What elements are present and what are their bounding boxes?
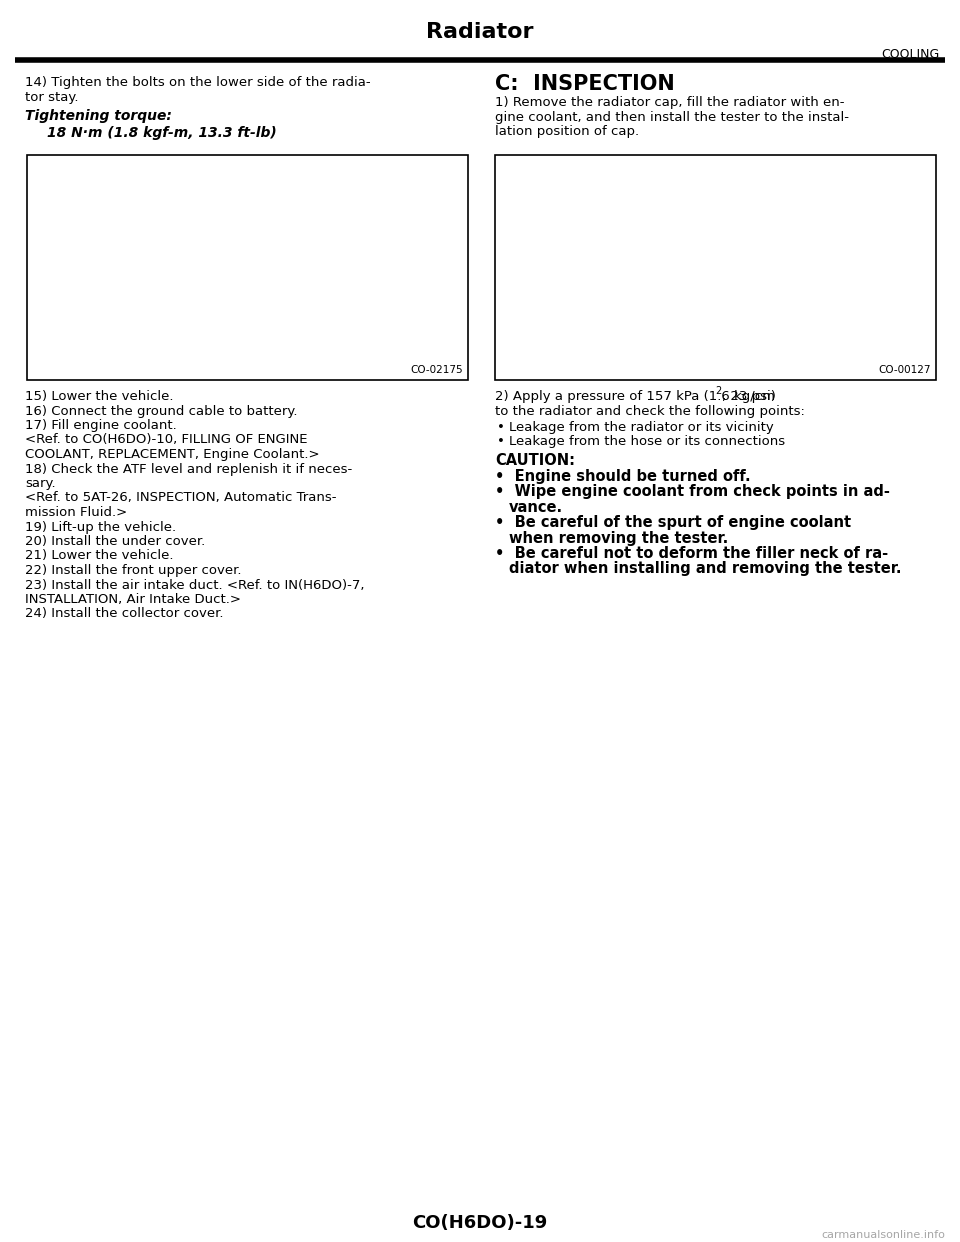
Text: tor stay.: tor stay. <box>25 91 79 103</box>
Text: 2) Apply a pressure of 157 kPa (1.6 kg/cm: 2) Apply a pressure of 157 kPa (1.6 kg/c… <box>495 390 775 402</box>
Text: Radiator: Radiator <box>426 22 534 42</box>
Text: carmanualsonline.info: carmanualsonline.info <box>821 1230 945 1240</box>
Text: •  Be careful of the spurt of engine coolant: • Be careful of the spurt of engine cool… <box>495 515 852 530</box>
Text: 19) Lift-up the vehicle.: 19) Lift-up the vehicle. <box>25 520 176 534</box>
Text: vance.: vance. <box>509 499 564 514</box>
Text: gine coolant, and then install the tester to the instal-: gine coolant, and then install the teste… <box>495 111 849 123</box>
Text: Leakage from the hose or its connections: Leakage from the hose or its connections <box>509 436 785 448</box>
Text: 23) Install the air intake duct. <Ref. to IN(H6DO)-7,: 23) Install the air intake duct. <Ref. t… <box>25 579 365 591</box>
Text: •: • <box>497 436 505 448</box>
Text: 20) Install the under cover.: 20) Install the under cover. <box>25 535 205 548</box>
Text: CAUTION:: CAUTION: <box>495 453 575 468</box>
Text: •  Engine should be turned off.: • Engine should be turned off. <box>495 468 751 483</box>
Text: <Ref. to 5AT-26, INSPECTION, Automatic Trans-: <Ref. to 5AT-26, INSPECTION, Automatic T… <box>25 492 337 504</box>
Text: 18) Check the ATF level and replenish it if neces-: 18) Check the ATF level and replenish it… <box>25 462 352 476</box>
Text: COOLANT, REPLACEMENT, Engine Coolant.>: COOLANT, REPLACEMENT, Engine Coolant.> <box>25 448 320 461</box>
Text: sary.: sary. <box>25 477 56 491</box>
Text: diator when installing and removing the tester.: diator when installing and removing the … <box>509 561 901 576</box>
Text: 22) Install the front upper cover.: 22) Install the front upper cover. <box>25 564 242 578</box>
Text: COOLING: COOLING <box>881 48 940 61</box>
Text: Leakage from the radiator or its vicinity: Leakage from the radiator or its vicinit… <box>509 421 774 433</box>
Text: Tightening torque:: Tightening torque: <box>25 109 172 123</box>
Text: 14) Tighten the bolts on the lower side of the radia-: 14) Tighten the bolts on the lower side … <box>25 76 371 89</box>
Text: •  Wipe engine coolant from check points in ad-: • Wipe engine coolant from check points … <box>495 484 890 499</box>
Text: •  Be careful not to deform the filler neck of ra-: • Be careful not to deform the filler ne… <box>495 546 888 561</box>
Text: INSTALLATION, Air Intake Duct.>: INSTALLATION, Air Intake Duct.> <box>25 592 241 606</box>
Text: mission Fluid.>: mission Fluid.> <box>25 505 128 519</box>
Text: 2: 2 <box>715 386 722 396</box>
Text: 24) Install the collector cover.: 24) Install the collector cover. <box>25 607 224 621</box>
Text: 17) Fill engine coolant.: 17) Fill engine coolant. <box>25 419 177 432</box>
Text: to the radiator and check the following points:: to the radiator and check the following … <box>495 405 804 417</box>
Bar <box>27 155 468 380</box>
Text: 18 N·m (1.8 kgf-m, 13.3 ft-lb): 18 N·m (1.8 kgf-m, 13.3 ft-lb) <box>47 125 276 139</box>
Text: CO-00127: CO-00127 <box>878 365 931 375</box>
Text: CO-02175: CO-02175 <box>410 365 463 375</box>
Text: lation position of cap.: lation position of cap. <box>495 125 639 138</box>
Text: 15) Lower the vehicle.: 15) Lower the vehicle. <box>25 390 174 402</box>
Text: 16) Connect the ground cable to battery.: 16) Connect the ground cable to battery. <box>25 405 298 417</box>
Text: C:  INSPECTION: C: INSPECTION <box>495 75 675 94</box>
Bar <box>495 155 936 380</box>
Text: •: • <box>497 421 505 433</box>
Text: 1) Remove the radiator cap, fill the radiator with en-: 1) Remove the radiator cap, fill the rad… <box>495 96 845 109</box>
Text: CO(H6DO)-19: CO(H6DO)-19 <box>413 1213 547 1232</box>
Text: when removing the tester.: when removing the tester. <box>509 530 729 545</box>
Text: 21) Lower the vehicle.: 21) Lower the vehicle. <box>25 549 174 563</box>
Text: , 23 psi): , 23 psi) <box>722 390 776 402</box>
Text: <Ref. to CO(H6DO)-10, FILLING OF ENGINE: <Ref. to CO(H6DO)-10, FILLING OF ENGINE <box>25 433 307 447</box>
